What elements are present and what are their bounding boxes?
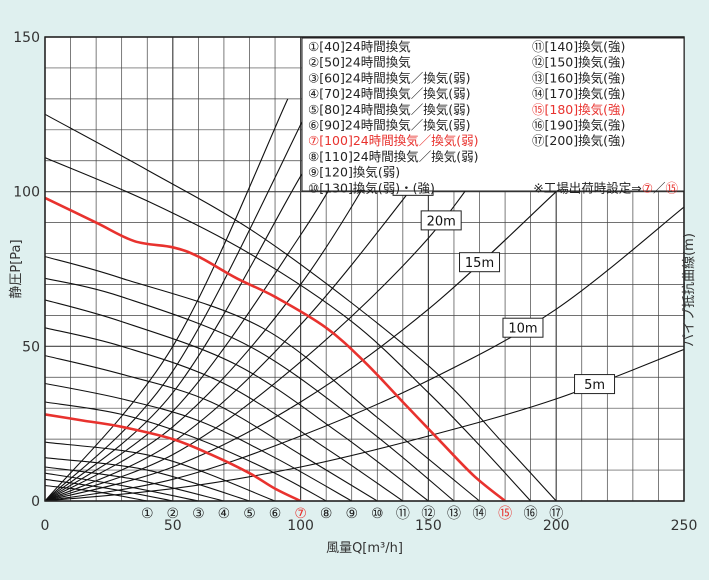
legend-entry: ⑬[160]換気(強)	[532, 70, 625, 85]
fan-curve-highlight	[45, 196, 506, 501]
fan-curve-marker: ④	[218, 506, 231, 522]
x-axis-label: 風量Q[m³/h]	[326, 541, 403, 556]
legend-entry: ④[70]24時間換気／換気(弱)	[308, 86, 471, 101]
fan-curves-group	[45, 113, 557, 501]
fan-curve	[45, 441, 276, 501]
plot-frame	[44, 36, 685, 502]
legend-entry: ⑥[90]24時間換気／換気(弱)	[308, 118, 471, 133]
legend-entry: ⑫[150]換気(強)	[532, 55, 625, 70]
fan-curve-marker: ⑮	[498, 506, 512, 522]
pipe-label-text: 20m	[427, 214, 456, 229]
y-tick-label: 150	[13, 30, 40, 46]
fan-curve	[45, 113, 557, 501]
pipe-label-text: 5m	[584, 378, 605, 393]
legend-entry: ⑦[100]24時間換気／換気(弱)	[308, 133, 478, 148]
pipe-curve	[45, 206, 684, 501]
legend-entry: ②[50]24時間換気	[308, 55, 411, 70]
legend-entry: ⑯[190]換気(強)	[532, 118, 625, 133]
fan-curve	[45, 457, 250, 501]
fan-curve-marker: ⑬	[447, 506, 461, 522]
legend-entry: ⑩[130]換気(弱)・(強)	[308, 180, 435, 195]
fan-curve	[45, 157, 532, 501]
legend-entry: ①[40]24時間換気	[308, 39, 411, 54]
fan-curve-marker: ⑩	[371, 506, 384, 522]
fan-curve-marker: ①	[141, 506, 154, 522]
x-tick-label: 200	[543, 518, 570, 534]
fan-curve	[45, 355, 378, 501]
fan-curve-marker: ⑰	[549, 506, 563, 522]
fan-curve	[45, 277, 455, 501]
x-tick-label: 150	[415, 518, 442, 534]
fan-curve	[45, 472, 199, 501]
fan-curve-marker: ⑤	[243, 506, 256, 522]
x-tick-label: 100	[287, 518, 314, 534]
fan-curve	[45, 327, 404, 501]
legend: ①[40]24時間換気②[50]24時間換気③[60]24時間換気／換気(弱)④…	[301, 37, 685, 195]
y-tick-label: 100	[13, 185, 40, 201]
fan-curve	[45, 256, 480, 501]
legend-box	[301, 37, 685, 192]
fan-curve-highlight	[45, 413, 302, 501]
fan-curve-marker: ③	[192, 506, 205, 522]
fan-curve-marker: ⑧	[320, 506, 333, 522]
legend-entry: ⑨[120]換気(弱)	[308, 165, 400, 180]
pipe-label-text: 10m	[508, 322, 537, 337]
legend-entry: ⑭[170]換気(強)	[532, 86, 625, 101]
fan-curve-marker: ⑫	[421, 506, 435, 522]
fan-curve	[45, 382, 352, 501]
legend-entry: ⑰[200]換気(強)	[532, 133, 625, 148]
x-tick-label: 0	[41, 518, 50, 534]
pipe-label-box	[459, 252, 501, 273]
pipe-curve	[45, 348, 684, 501]
pipe-curve	[45, 98, 289, 501]
fan-curve-marker: ⑭	[473, 506, 487, 522]
y2-axis-label: パイプ抵抗曲線(m)	[681, 233, 697, 347]
pipe-label-box	[502, 317, 544, 338]
fan-curve-marker: ②	[167, 506, 180, 522]
pipe-label-box	[574, 374, 616, 395]
legend-entry: ⑤[80]24時間換気／換気(弱)	[308, 102, 471, 117]
fan-curve	[45, 484, 148, 501]
fan-curve-marker: ⑯	[524, 506, 538, 522]
legend-entry: ③[60]24時間換気／換気(弱)	[308, 70, 471, 85]
fan-curve	[45, 401, 327, 501]
factory-default-note: ※工場出荷時設定⇒⑦／⑮	[533, 180, 678, 195]
pipe-curve	[45, 98, 314, 501]
fan-curve-marker: ⑥	[269, 506, 282, 522]
fan-curve	[45, 466, 225, 501]
y-tick-label: 0	[31, 494, 40, 510]
fan-curve	[45, 478, 173, 501]
y-axis-label: 静圧P[Pa]	[9, 239, 24, 298]
pipe-curve	[45, 113, 519, 501]
fan-curve-marker: ⑦	[294, 506, 307, 522]
fan-curve-marker: ⑪	[396, 506, 410, 522]
fan-curve-marker: ⑨	[345, 506, 358, 522]
legend-entry: ⑪[140]換気(強)	[532, 39, 625, 54]
legend-entry: ⑮[180]換気(強)	[532, 102, 625, 117]
x-tick-label: 50	[164, 518, 182, 534]
x-tick-label: 250	[671, 518, 698, 534]
pipe-label-box	[420, 210, 462, 231]
y-tick-label: 50	[22, 339, 40, 355]
legend-entry: ⑧[110]24時間換気／換気(弱)	[308, 149, 478, 164]
pipe-label-text: 15m	[465, 256, 494, 271]
fan-curve	[45, 299, 429, 501]
